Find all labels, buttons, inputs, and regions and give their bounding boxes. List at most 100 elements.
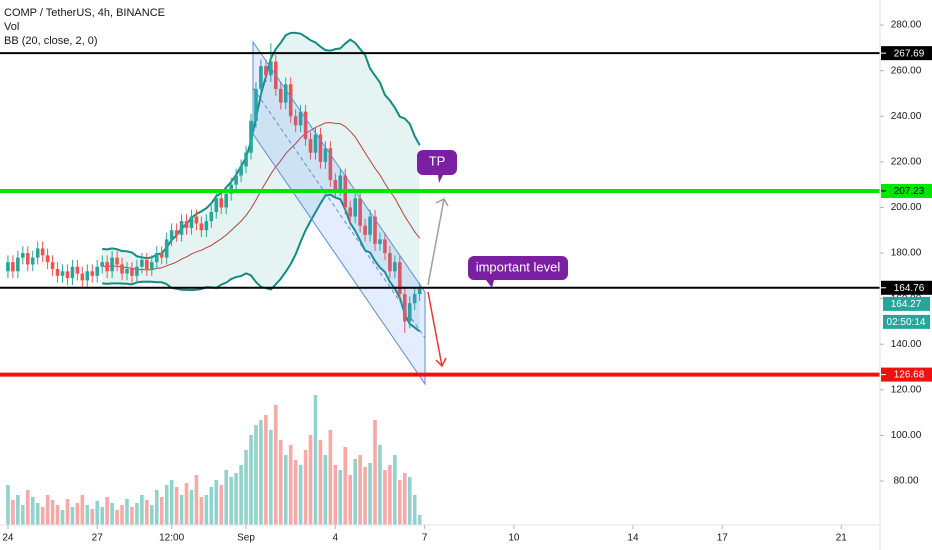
candle-body bbox=[159, 253, 164, 258]
candle-body bbox=[398, 262, 402, 295]
levels bbox=[0, 52, 880, 377]
candle-body bbox=[308, 139, 313, 153]
candle-body bbox=[209, 212, 214, 222]
volume-bar bbox=[209, 487, 214, 525]
volume-bar bbox=[219, 485, 224, 525]
volume-bar bbox=[159, 497, 164, 525]
volume-bar bbox=[169, 480, 174, 525]
candle-body bbox=[21, 253, 25, 258]
volume-bar bbox=[45, 495, 50, 525]
volume-bar bbox=[65, 499, 70, 525]
candle-body bbox=[388, 253, 392, 272]
candle-body bbox=[293, 116, 298, 126]
y-tick-label: 80.00 bbox=[893, 476, 918, 487]
x-tick-label: Sep bbox=[237, 533, 255, 544]
indicator-label: BB (20, close, 2, 0) bbox=[4, 35, 98, 47]
volume-bar bbox=[293, 460, 298, 525]
axis: 80.00100.00120.00140.00160.00180.00200.0… bbox=[2, 20, 932, 544]
candle-body bbox=[393, 262, 397, 272]
volume-bar bbox=[393, 455, 397, 525]
volume-bar bbox=[75, 503, 80, 525]
volume-bar bbox=[328, 430, 333, 525]
level-badge bbox=[881, 183, 932, 198]
candle-body bbox=[30, 257, 35, 265]
callout-tp bbox=[417, 150, 457, 183]
candle-body bbox=[115, 257, 119, 265]
volume-bar bbox=[278, 440, 283, 525]
y-tick-label: 140.00 bbox=[891, 339, 922, 350]
candle-body bbox=[120, 264, 124, 274]
candle-body bbox=[239, 166, 243, 176]
candle-body bbox=[140, 259, 144, 267]
candle-body bbox=[244, 152, 248, 167]
volume-bar bbox=[398, 480, 402, 525]
volume-bar bbox=[239, 465, 243, 525]
candle-body bbox=[154, 253, 159, 263]
candle-body bbox=[249, 120, 253, 153]
volume-bar bbox=[244, 450, 248, 525]
bb-fill bbox=[102, 32, 420, 332]
candle-body bbox=[40, 248, 45, 256]
volume-bar bbox=[11, 500, 15, 525]
candle-body bbox=[278, 88, 283, 103]
candle-body bbox=[338, 175, 343, 190]
volume-bar bbox=[70, 507, 75, 525]
x-tick-label: 10 bbox=[508, 533, 520, 544]
volume-bar bbox=[353, 459, 357, 525]
candle-body bbox=[6, 262, 10, 272]
volume-bar bbox=[115, 510, 119, 525]
y-tick-label: 220.00 bbox=[891, 156, 922, 167]
volume-bar bbox=[125, 499, 129, 525]
x-tick-label: 24 bbox=[2, 533, 14, 544]
candle-body bbox=[224, 193, 229, 208]
plot-area bbox=[6, 31, 422, 525]
chart-title: COMP / TetherUS, 4h, BINANCE bbox=[4, 7, 165, 19]
volume-bar bbox=[417, 515, 422, 525]
x-tick-label: 17 bbox=[717, 533, 729, 544]
candle-body bbox=[50, 262, 55, 269]
volume-bar bbox=[189, 490, 194, 525]
level-label: 126.68 bbox=[894, 370, 925, 381]
candle-body bbox=[264, 66, 268, 76]
volume-bar bbox=[368, 463, 372, 525]
y-tick-label: 280.00 bbox=[891, 20, 922, 31]
candle-body bbox=[214, 198, 219, 213]
volume-bar bbox=[402, 473, 407, 525]
candle-body bbox=[204, 221, 209, 231]
candle-body bbox=[169, 230, 174, 240]
volume-bar bbox=[383, 470, 387, 525]
candle-body bbox=[65, 271, 70, 279]
volume-bar bbox=[333, 465, 338, 525]
candle-body bbox=[303, 111, 308, 140]
candle-body bbox=[149, 262, 154, 269]
y-tick-label: 200.00 bbox=[891, 202, 922, 213]
volume-bar bbox=[30, 497, 35, 525]
candle-body bbox=[35, 248, 40, 258]
volume-bar bbox=[363, 467, 367, 525]
y-tick-label: 100.00 bbox=[891, 430, 922, 441]
volume-bar bbox=[145, 500, 149, 525]
volume-bar bbox=[338, 470, 343, 525]
volume-bar bbox=[55, 505, 60, 525]
candle-body bbox=[11, 262, 15, 272]
candle-body bbox=[16, 257, 20, 272]
x-tick-label: 12:00 bbox=[159, 533, 184, 544]
volume-bar bbox=[35, 503, 40, 525]
volume-label: Vol bbox=[4, 21, 19, 33]
volume-bar bbox=[85, 505, 90, 525]
volume-bar bbox=[259, 420, 263, 525]
arrow-up bbox=[427, 198, 445, 286]
volume-bar bbox=[274, 405, 278, 525]
volume-bar bbox=[358, 455, 362, 525]
candle-body bbox=[90, 271, 95, 276]
candle-body bbox=[184, 221, 189, 228]
volume-bar bbox=[308, 435, 313, 525]
countdown-badge bbox=[883, 314, 930, 329]
level-badge bbox=[881, 280, 932, 295]
volume-bar bbox=[269, 430, 273, 525]
volume-bar bbox=[288, 445, 293, 525]
candle-body bbox=[328, 148, 333, 181]
level-badge bbox=[881, 46, 932, 61]
